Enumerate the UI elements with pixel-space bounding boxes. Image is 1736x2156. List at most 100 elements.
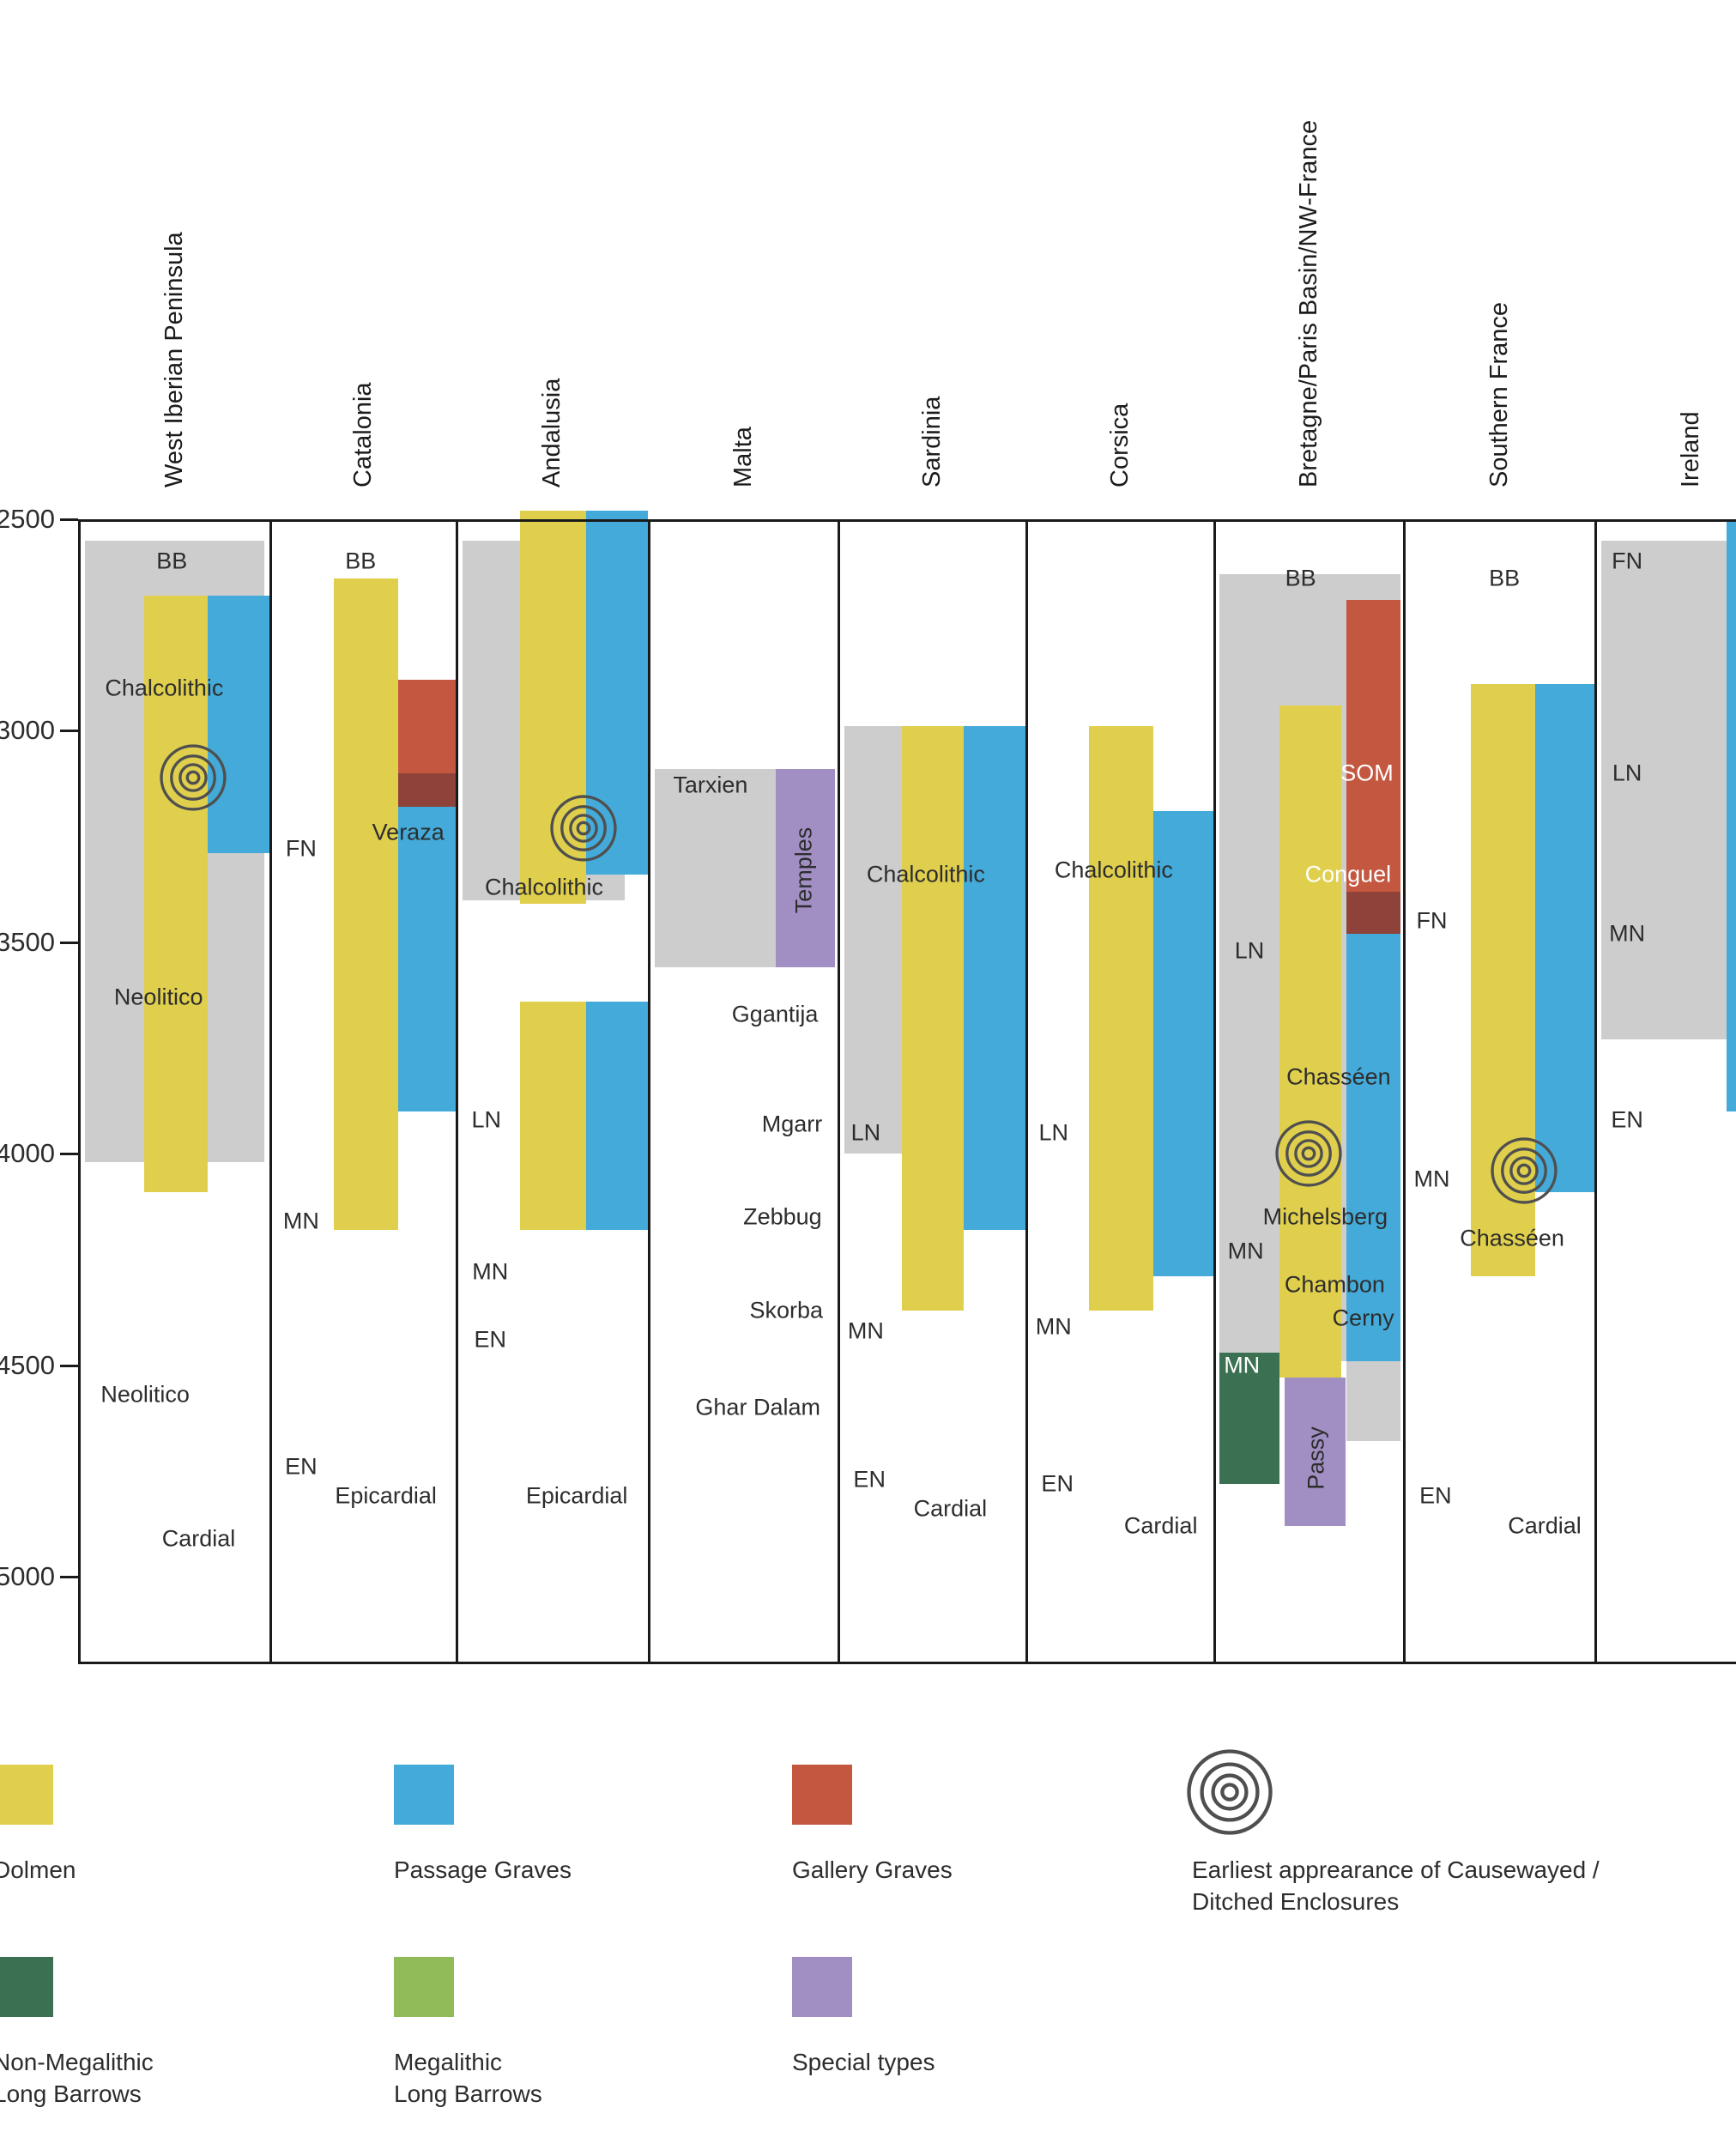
axis-tick-label: 4500: [0, 1350, 55, 1380]
causewayed-enclosure-icon: [1488, 1135, 1560, 1207]
axis-tick-mark: [60, 518, 78, 521]
legend-label: Earliest apprearance of Causewayed / Ditc…: [1192, 1854, 1600, 1917]
legend-causewayed-enclosure-icon: [1183, 1746, 1276, 1838]
bar-passage: [1726, 519, 1736, 1111]
chart-label: BB: [156, 548, 188, 574]
chart-label: Epicardial: [335, 1482, 437, 1509]
bar-dolmen: [1279, 706, 1341, 1378]
axis-tick-mark: [60, 1153, 78, 1155]
column-title: Southern France: [1485, 301, 1513, 488]
bar-gallery_dark: [1346, 892, 1400, 934]
legend-swatch-special_types: [792, 1957, 852, 2017]
legend-label: Megalithic Long Barrows: [394, 2046, 542, 2110]
axis-tick-label: 2500: [0, 504, 55, 534]
axis-tick-mark: [60, 942, 78, 944]
bar-passage: [1346, 934, 1400, 1361]
legend-label-line: Ditched Enclosures: [1192, 1888, 1400, 1915]
chart-label: BB: [345, 548, 377, 574]
chart-label: Tarxien: [673, 772, 748, 798]
bar-dolmen: [1088, 726, 1153, 1311]
chart-label: Cerny: [1332, 1305, 1394, 1331]
column-title: West Iberian Peninsula: [160, 232, 188, 488]
chart-label: SOM: [1340, 760, 1394, 786]
chart-label: Ggantija: [731, 1001, 819, 1027]
axis-tick-mark: [60, 1576, 78, 1578]
chart-label: Cardial: [913, 1495, 988, 1522]
bar-dolmen: [143, 596, 208, 1192]
bar-passage: [1152, 811, 1213, 1276]
legend-label: Dolmen: [0, 1854, 76, 1886]
legend-label-line: Passage Graves: [394, 1856, 572, 1883]
chart-label: Passy: [1303, 1426, 1329, 1490]
chart-label: MN: [1413, 1166, 1450, 1192]
column-divider: [1025, 519, 1028, 1662]
bar-passage: [964, 726, 1025, 1230]
legend-swatch-non_megalithic_long_barrows: [0, 1957, 53, 2017]
chart-label: Chalcolithic: [866, 861, 985, 887]
bar-special_types: [1285, 1378, 1346, 1526]
chart-label: EN: [1419, 1482, 1452, 1509]
bar-passage: [207, 596, 269, 853]
chart-label: BB: [1489, 565, 1521, 591]
chart-label: Chambon: [1284, 1271, 1385, 1298]
chart-label: Mgarr: [761, 1111, 823, 1137]
legend-swatch-megalithic_long_barrows: [394, 1957, 454, 2017]
legend-swatch-dolmen: [0, 1765, 53, 1825]
chart-label: BB: [1285, 565, 1316, 591]
chart-label: Michelsberg: [1262, 1203, 1388, 1230]
concentric-circles-icon: [550, 795, 617, 862]
chart-label: Chalcolithic: [484, 874, 604, 900]
chart-label: Cardial: [161, 1525, 236, 1552]
legend-label-line: Dolmen: [0, 1856, 76, 1883]
column-title: Sardinia: [917, 396, 946, 488]
axis-tick-label: 5000: [0, 1561, 55, 1591]
column-title: Corsica: [1105, 403, 1134, 488]
chart-label: Veraza: [372, 819, 445, 845]
bar-dolmen: [520, 1002, 587, 1230]
chart-label: Neolitico: [100, 1381, 190, 1408]
column-divider: [838, 519, 840, 1662]
chart-label: LN: [471, 1106, 502, 1133]
bar-special_types: [776, 769, 835, 967]
legend-label-line: Gallery Graves: [792, 1856, 953, 1883]
concentric-circles-icon: [1187, 1749, 1273, 1835]
bar-passage: [397, 807, 456, 1111]
bar-non_megalithic_long_barrows: [1219, 1353, 1279, 1484]
chart-label: EN: [1041, 1470, 1074, 1497]
column-divider: [456, 519, 458, 1662]
column-title: Catalonia: [348, 382, 377, 488]
bar-passage: [1535, 684, 1594, 1192]
column-divider: [648, 519, 650, 1662]
chart-label: Chasséen: [1286, 1063, 1391, 1090]
chart-label: Chalcolithic: [1054, 857, 1173, 883]
bar-period: [655, 769, 783, 967]
legend-label-line: Earliest apprearance of Causewayed /: [1192, 1856, 1600, 1883]
legend-label-line: Special types: [792, 2049, 935, 2075]
chart-label: Chalcolithic: [105, 675, 224, 701]
chart-label: FN: [285, 835, 317, 862]
causewayed-enclosure-icon: [157, 742, 229, 814]
chart-label: Epicardial: [525, 1482, 628, 1509]
axis-tick-mark: [60, 1365, 78, 1367]
legend-label: Gallery Graves: [792, 1854, 953, 1886]
chart-label: Cardial: [1508, 1512, 1582, 1539]
legend-label-line: Long Barrows: [394, 2080, 542, 2107]
concentric-circles-icon: [1490, 1137, 1558, 1204]
chart-label: FN: [1612, 548, 1643, 574]
chart-label: EN: [285, 1453, 318, 1480]
chart-label: MN: [1609, 920, 1646, 947]
axis-tick-mark: [60, 730, 78, 732]
chart-label: Temples: [790, 827, 817, 914]
bar-dolmen: [902, 726, 965, 1311]
bar-gallery: [1346, 600, 1400, 892]
axis-tick-label: 3500: [0, 927, 55, 957]
chart-label: LN: [1038, 1119, 1069, 1146]
legend-label-line: Long Barrows: [0, 2080, 142, 2107]
axis-tick-label: 4000: [0, 1138, 55, 1168]
legend-label: Passage Graves: [394, 1854, 572, 1886]
causewayed-enclosure-icon: [547, 792, 620, 864]
chart-bottom-frame: [78, 1662, 1736, 1664]
column-divider: [78, 519, 81, 1662]
legend-label-line: Non-Megalithic: [0, 2049, 154, 2075]
